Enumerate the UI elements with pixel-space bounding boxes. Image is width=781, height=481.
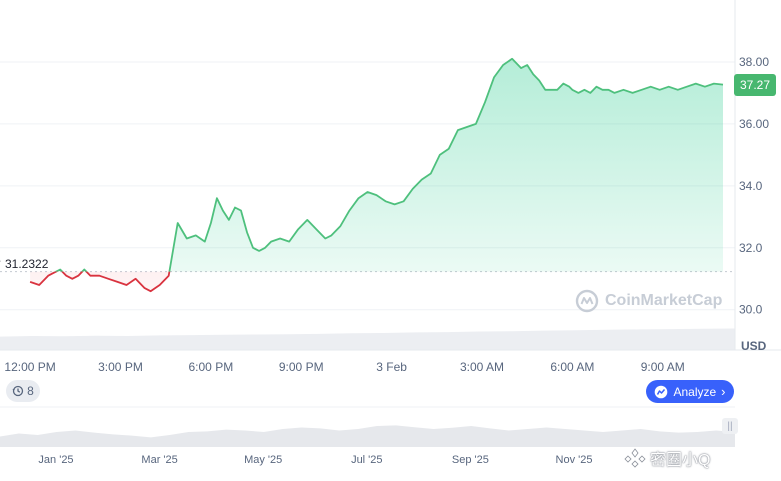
y-axis-ticks: 30.0 32.0 34.0 36.00 38.00 (739, 55, 769, 317)
navigator-ticks: Jan '25 Mar '25 May '25 Jul '25 Sep '25 Nov '… (38, 454, 592, 466)
y-tick-label: 34.0 (739, 179, 763, 193)
y-tick-label: 30.0 (739, 303, 763, 317)
current-price-value: 37.27 (739, 78, 771, 92)
currency-label: USD (741, 339, 767, 353)
coinmarketcap-logo-icon (575, 289, 599, 313)
coinmarketcap-watermark: CoinMarketCap (575, 289, 722, 313)
navigator-tick-label: Nov '25 (556, 454, 593, 466)
watermark-text: CoinMarketCap (605, 292, 723, 309)
history-count: 8 (27, 384, 34, 398)
navigator-series-shape (0, 425, 735, 447)
volume-area-shape (0, 328, 735, 350)
pause-icon: || (727, 420, 733, 432)
area-fill-down (30, 271, 723, 292)
x-tick-label: 3 Feb (376, 360, 407, 374)
navigator-tick-label: Mar '25 (141, 454, 177, 466)
social-watermark: 密圈小Q (624, 446, 710, 470)
chevron-right-icon: › (721, 384, 726, 399)
history-button[interactable]: 8 (6, 380, 40, 402)
x-tick-label: 12:00 PM (4, 360, 55, 374)
analyze-chart-icon (655, 385, 668, 398)
analyze-button[interactable]: Analyze › (646, 380, 734, 403)
y-tick-label: 36.00 (739, 117, 769, 131)
volume-area (0, 328, 735, 350)
navigator-tick-label: Jul '25 (351, 454, 382, 466)
navigator[interactable] (0, 405, 735, 447)
y-tick-label: 38.00 (739, 55, 769, 69)
price-series (29, 57, 724, 293)
reference-price-value: 31.2322 (5, 257, 49, 271)
x-tick-label: 6:00 AM (550, 360, 594, 374)
social-watermark-text: 密圈小Q (650, 452, 711, 469)
analyze-label: Analyze (673, 384, 717, 399)
navigator-tick-label: Sep '25 (452, 454, 489, 466)
reference-price-label: * 31.2322 (0, 257, 48, 271)
navigator-tick-label: Jan '25 (38, 454, 73, 466)
x-axis-ticks: 12:00 PM 3:00 PM 6:00 PM 9:00 PM 3 Feb 3:00 A… (4, 360, 684, 374)
navigator-tick-label: May '25 (244, 454, 282, 466)
current-price-badge: 37.27 (734, 74, 776, 96)
price-line-down (29, 271, 171, 293)
area-fill-up (56, 58, 723, 272)
navigator-handle[interactable]: || (722, 418, 738, 434)
x-tick-label: 6:00 PM (189, 360, 234, 374)
social-logo-icon (624, 448, 646, 468)
x-tick-label: 9:00 PM (279, 360, 324, 374)
x-tick-label: 3:00 AM (460, 360, 504, 374)
history-icon (12, 385, 24, 397)
x-tick-label: 9:00 AM (641, 360, 685, 374)
price-line-up (54, 57, 724, 272)
marker-icon: * (0, 257, 1, 271)
y-tick-label: 32.0 (739, 241, 763, 255)
x-tick-label: 3:00 PM (98, 360, 143, 374)
